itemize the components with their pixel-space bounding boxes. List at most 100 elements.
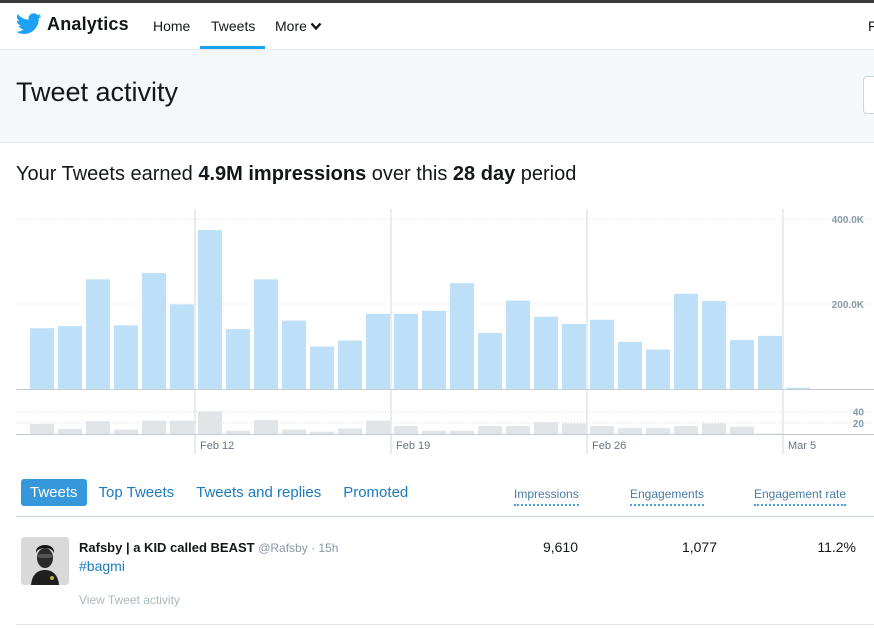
impressions-bar (478, 332, 502, 389)
tab-promoted[interactable]: Promoted (343, 484, 409, 501)
impressions-bar (282, 320, 306, 389)
impressions-bar (394, 313, 418, 389)
summary-impressions: 4.9M impressions (198, 163, 367, 185)
tweet-author-name[interactable]: Rafsby | a KID called BEAST (79, 540, 255, 555)
engagements-bar (758, 433, 782, 434)
column-impressions[interactable]: Impressions (514, 487, 579, 506)
x-tick-label: Feb 26 (592, 440, 626, 452)
summary-middle: over this (371, 163, 448, 185)
tweet-hashtag[interactable]: #bagmi (79, 558, 125, 574)
engagements-bar (562, 423, 586, 434)
impressions-bar (30, 328, 54, 389)
active-nav-indicator (200, 46, 265, 49)
engagements-bar (534, 422, 558, 434)
tweet-engagement-rate: 11.2% (817, 539, 856, 555)
engagements-y-tick: 20 (853, 419, 865, 430)
impressions-bar (534, 316, 558, 389)
engagements-bar (254, 420, 278, 434)
impressions-bar (142, 272, 166, 389)
engagements-bar (450, 430, 474, 434)
impressions-bar (618, 341, 642, 389)
engagements-bar (142, 420, 166, 434)
engagements-bar (702, 423, 726, 434)
tweet-author: Rafsby | a KID called BEAST @Rafsby · 15… (79, 540, 338, 555)
impressions-bar (674, 293, 698, 389)
tweet-engagements: 1,077 (681, 539, 717, 555)
nav-more[interactable]: More (275, 18, 322, 34)
impressions-bar (422, 310, 446, 389)
nav-home[interactable]: Home (153, 18, 191, 34)
impressions-bar (254, 279, 278, 389)
engagements-bar (730, 426, 754, 434)
top-nav: Analytics Home Tweets More F (0, 3, 874, 50)
impressions-bar (366, 313, 390, 389)
impressions-bar (338, 340, 362, 389)
engagements-bar (646, 427, 670, 434)
impressions-bar (114, 325, 138, 389)
impressions-bar (86, 279, 110, 389)
avatar[interactable] (21, 537, 69, 585)
date-range-button[interactable] (863, 76, 874, 114)
impressions-bar (758, 335, 782, 389)
avatar-figure-icon (21, 537, 69, 585)
impressions-bar (450, 283, 474, 389)
impressions-bar (590, 319, 614, 389)
engagements-bar (478, 426, 502, 434)
twitter-bird-icon (16, 13, 42, 34)
impressions-bar (702, 301, 726, 389)
engagements-bar (86, 421, 110, 434)
page-title: Tweet activity (16, 77, 179, 107)
summary-days: 28 day (452, 163, 516, 185)
impressions-bar (506, 300, 530, 389)
impressions-bar (170, 304, 194, 389)
engagements-bar (394, 426, 418, 434)
chevron-down-icon (310, 22, 322, 30)
x-tick-label: Feb 12 (200, 440, 234, 452)
impressions-bar (562, 323, 586, 389)
engagements-bar (338, 428, 362, 434)
view-tweet-activity-link[interactable]: View Tweet activity (79, 593, 180, 607)
impressions-y-tick: 400.0K (832, 215, 865, 226)
engagements-bar (198, 411, 222, 434)
tweet-author-handle: @Rafsby · 15h (258, 541, 339, 555)
impressions-summary: Your Tweets earned 4.9M impressions over… (16, 163, 576, 186)
engagements-bar (366, 420, 390, 434)
tweet-impressions: 9,610 (542, 539, 578, 555)
impressions-bar (198, 230, 222, 389)
brand-label: Analytics (47, 13, 129, 34)
column-engagements[interactable]: Engagements (630, 487, 705, 506)
summary-prefix: Your Tweets earned (16, 163, 193, 185)
impressions-bar (646, 349, 670, 389)
engagements-bar (310, 431, 334, 434)
nav-tweets[interactable]: Tweets (211, 18, 256, 34)
impressions-bar (226, 329, 250, 389)
x-tick-label: Feb 19 (396, 440, 430, 452)
nav-more-label: More (275, 18, 307, 34)
engagements-bar (282, 429, 306, 434)
impressions-bar (786, 387, 810, 389)
tab-tweets[interactable]: Tweets (21, 479, 87, 506)
top-border (0, 0, 874, 3)
impressions-bar (58, 326, 82, 389)
page-header: Tweet activity (0, 50, 874, 143)
engagements-bar (226, 430, 250, 434)
summary-suffix: period (520, 163, 577, 185)
brand[interactable]: Analytics (16, 13, 129, 35)
impressions-y-tick: 200.0K (832, 300, 865, 311)
column-engagement-rate[interactable]: Engagement rate (754, 487, 847, 506)
engagements-y-tick: 40 (853, 408, 865, 419)
table-divider (16, 516, 874, 517)
tab-tweets-and-replies[interactable]: Tweets and replies (196, 484, 322, 501)
nav-account[interactable]: F (868, 18, 874, 34)
tab-top-tweets[interactable]: Top Tweets (98, 484, 175, 501)
engagements-bar (674, 426, 698, 434)
engagements-bar (58, 428, 82, 434)
impressions-bar (310, 346, 334, 389)
engagements-bar (422, 430, 446, 434)
impressions-bar (730, 340, 754, 389)
tweet-tabs: Tweets Top Tweets Tweets and replies Pro… (21, 479, 430, 506)
engagements-bar (114, 429, 138, 434)
engagements-bar (30, 423, 54, 434)
x-tick-label: Mar 5 (788, 440, 816, 452)
